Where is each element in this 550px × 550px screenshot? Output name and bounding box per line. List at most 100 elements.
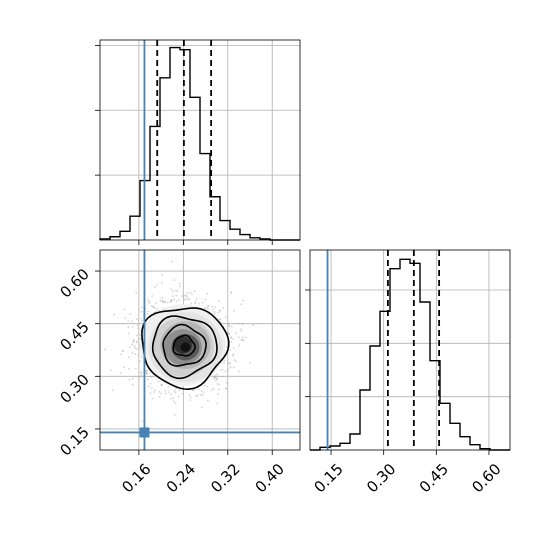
scatter-point bbox=[232, 353, 235, 356]
scatter-point bbox=[225, 381, 228, 384]
scatter-point bbox=[171, 299, 173, 302]
scatter-point bbox=[152, 306, 154, 309]
scatter-point bbox=[173, 389, 176, 392]
scatter-point bbox=[240, 329, 242, 332]
scatter-point bbox=[206, 305, 209, 308]
scatter-point bbox=[215, 377, 218, 380]
scatter-point bbox=[193, 290, 196, 293]
scatter-point bbox=[139, 334, 142, 336]
x-tick-label-2: 0.32 bbox=[207, 460, 243, 496]
scatter-point bbox=[228, 325, 230, 328]
scatter-point bbox=[161, 296, 164, 299]
scatter-point bbox=[150, 305, 153, 307]
scatter-point bbox=[128, 346, 131, 348]
scatter-point bbox=[240, 327, 243, 330]
scatter-point bbox=[216, 373, 218, 375]
scatter-point bbox=[205, 306, 208, 309]
scatter-point bbox=[211, 305, 214, 308]
scatter-point bbox=[149, 382, 152, 385]
ticks-p1 bbox=[95, 45, 273, 245]
scatter-point bbox=[219, 320, 222, 323]
scatter-point bbox=[140, 310, 143, 313]
contour-0 bbox=[172, 334, 196, 357]
joint-panel: 0.16 0.24 0.32 0.40 0.15 0.30 0.45 0.60 bbox=[56, 249, 301, 496]
scatter-point bbox=[128, 356, 130, 359]
scatter-point bbox=[104, 348, 106, 351]
scatter-point bbox=[202, 391, 205, 394]
scatter-point bbox=[210, 389, 213, 392]
truth-marker bbox=[139, 427, 150, 438]
scatter-point bbox=[134, 347, 137, 349]
scatter-point bbox=[229, 362, 232, 365]
x-tick-label-2: 0.45 bbox=[416, 460, 452, 496]
histogram-p1 bbox=[99, 40, 300, 241]
axes-frame-p1 bbox=[99, 39, 301, 241]
scatter-point bbox=[189, 396, 192, 399]
x-tick-label-1: 0.24 bbox=[163, 460, 199, 496]
scatter-point bbox=[127, 332, 130, 335]
scatter-point bbox=[127, 320, 129, 323]
scatter-point bbox=[159, 299, 162, 302]
scatter-point bbox=[188, 394, 191, 397]
scatter-point bbox=[138, 360, 141, 363]
scatter-point bbox=[168, 391, 171, 394]
scatter-point bbox=[235, 332, 238, 335]
scatter-point bbox=[172, 397, 175, 400]
scatter-point bbox=[164, 392, 167, 395]
scatter-point bbox=[119, 372, 122, 374]
scatter-point bbox=[217, 311, 220, 314]
scatter-point bbox=[194, 301, 197, 303]
scatter-point bbox=[219, 369, 222, 372]
scatter-point bbox=[218, 300, 220, 303]
scatter-point bbox=[128, 368, 130, 370]
scatter-point bbox=[171, 290, 174, 293]
scatter-point bbox=[173, 414, 176, 416]
scatter-point bbox=[146, 312, 149, 315]
scatter-point bbox=[189, 291, 192, 294]
scatter-point bbox=[233, 347, 235, 350]
scatter-point bbox=[230, 341, 233, 343]
scatter-point bbox=[135, 341, 138, 344]
x-tick-label-0: 0.15 bbox=[310, 460, 346, 496]
scatter-point bbox=[163, 301, 166, 304]
scatter-point bbox=[206, 385, 209, 388]
ticks-p2 bbox=[95, 270, 273, 455]
scatter-point bbox=[179, 285, 181, 288]
scatter-point bbox=[141, 319, 143, 322]
scatter-point bbox=[201, 394, 204, 396]
scatter-point bbox=[232, 338, 235, 340]
scatter-point bbox=[129, 313, 132, 315]
scatter-point bbox=[155, 310, 158, 313]
scatter-point bbox=[175, 300, 178, 303]
histogram-panel-param-0 bbox=[95, 39, 301, 245]
scatter-point bbox=[113, 313, 116, 316]
histogram-step-line bbox=[99, 46, 300, 241]
scatter-point bbox=[161, 274, 164, 276]
scatter-point bbox=[160, 282, 163, 284]
scatter-point bbox=[151, 295, 154, 297]
scatter-point bbox=[217, 383, 220, 386]
scatter-point bbox=[158, 390, 161, 393]
scatter-point bbox=[233, 359, 236, 362]
scatter-point bbox=[173, 298, 176, 301]
scatter-point bbox=[203, 307, 206, 310]
scatter-point bbox=[149, 375, 152, 378]
scatter-point bbox=[225, 387, 227, 390]
scatter-point bbox=[196, 394, 199, 397]
scatter-point bbox=[245, 336, 248, 339]
scatter-point bbox=[178, 395, 180, 398]
scatter-point bbox=[158, 395, 161, 398]
scatter-point bbox=[218, 318, 221, 321]
scatter-point bbox=[131, 383, 134, 386]
scatter-point bbox=[230, 325, 233, 328]
scatter-point bbox=[193, 302, 196, 305]
scatter-point bbox=[224, 370, 227, 373]
scatter-point bbox=[136, 324, 139, 327]
scatter-point bbox=[199, 393, 202, 396]
scatter-point bbox=[137, 354, 140, 357]
scatter-point bbox=[190, 293, 193, 296]
scatter-point bbox=[238, 344, 241, 347]
scatter-point bbox=[136, 334, 139, 337]
scatter-point bbox=[184, 294, 187, 297]
scatter-point bbox=[214, 306, 216, 309]
